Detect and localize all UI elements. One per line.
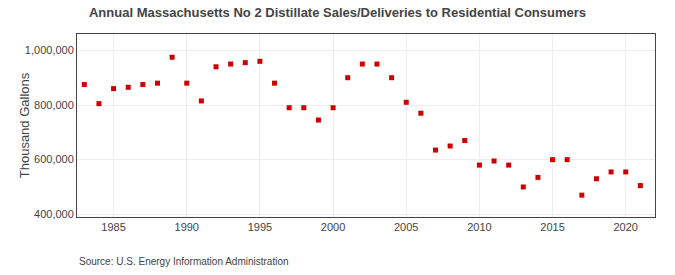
svg-text:2010: 2010 — [467, 221, 491, 233]
svg-text:1990: 1990 — [175, 221, 199, 233]
svg-text:1,000,000: 1,000,000 — [25, 44, 74, 56]
svg-text:1995: 1995 — [248, 221, 272, 233]
svg-text:Source: U.S. Energy Informatio: Source: U.S. Energy Information Administ… — [79, 256, 289, 267]
svg-text:2005: 2005 — [394, 221, 418, 233]
svg-text:Thousand Gallons: Thousand Gallons — [17, 72, 32, 178]
svg-text:2015: 2015 — [540, 221, 564, 233]
svg-text:2000: 2000 — [321, 221, 345, 233]
svg-text:1985: 1985 — [101, 221, 125, 233]
svg-text:2020: 2020 — [613, 221, 637, 233]
svg-text:400,000: 400,000 — [34, 208, 74, 220]
svg-text:600,000: 600,000 — [34, 153, 74, 165]
svg-text:800,000: 800,000 — [34, 99, 74, 111]
svg-text:Annual Massachusetts No 2 Dist: Annual Massachusetts No 2 Distillate Sal… — [89, 5, 586, 20]
